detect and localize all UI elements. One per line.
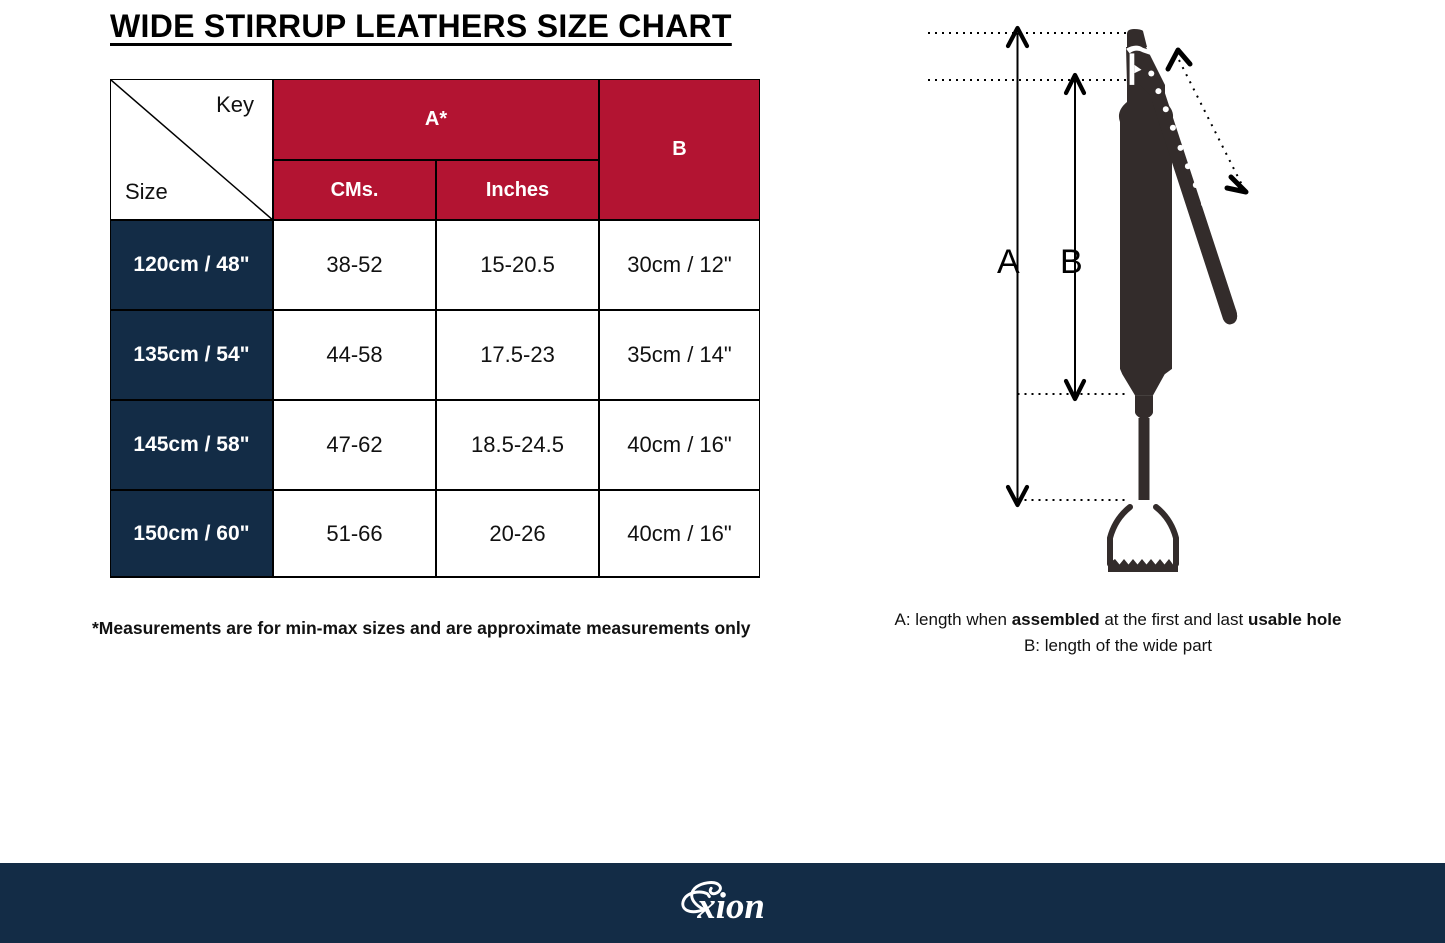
svg-text:A: A — [997, 243, 1020, 281]
svg-text:xion: xion — [696, 885, 765, 926]
svg-text:B: B — [1060, 243, 1083, 281]
